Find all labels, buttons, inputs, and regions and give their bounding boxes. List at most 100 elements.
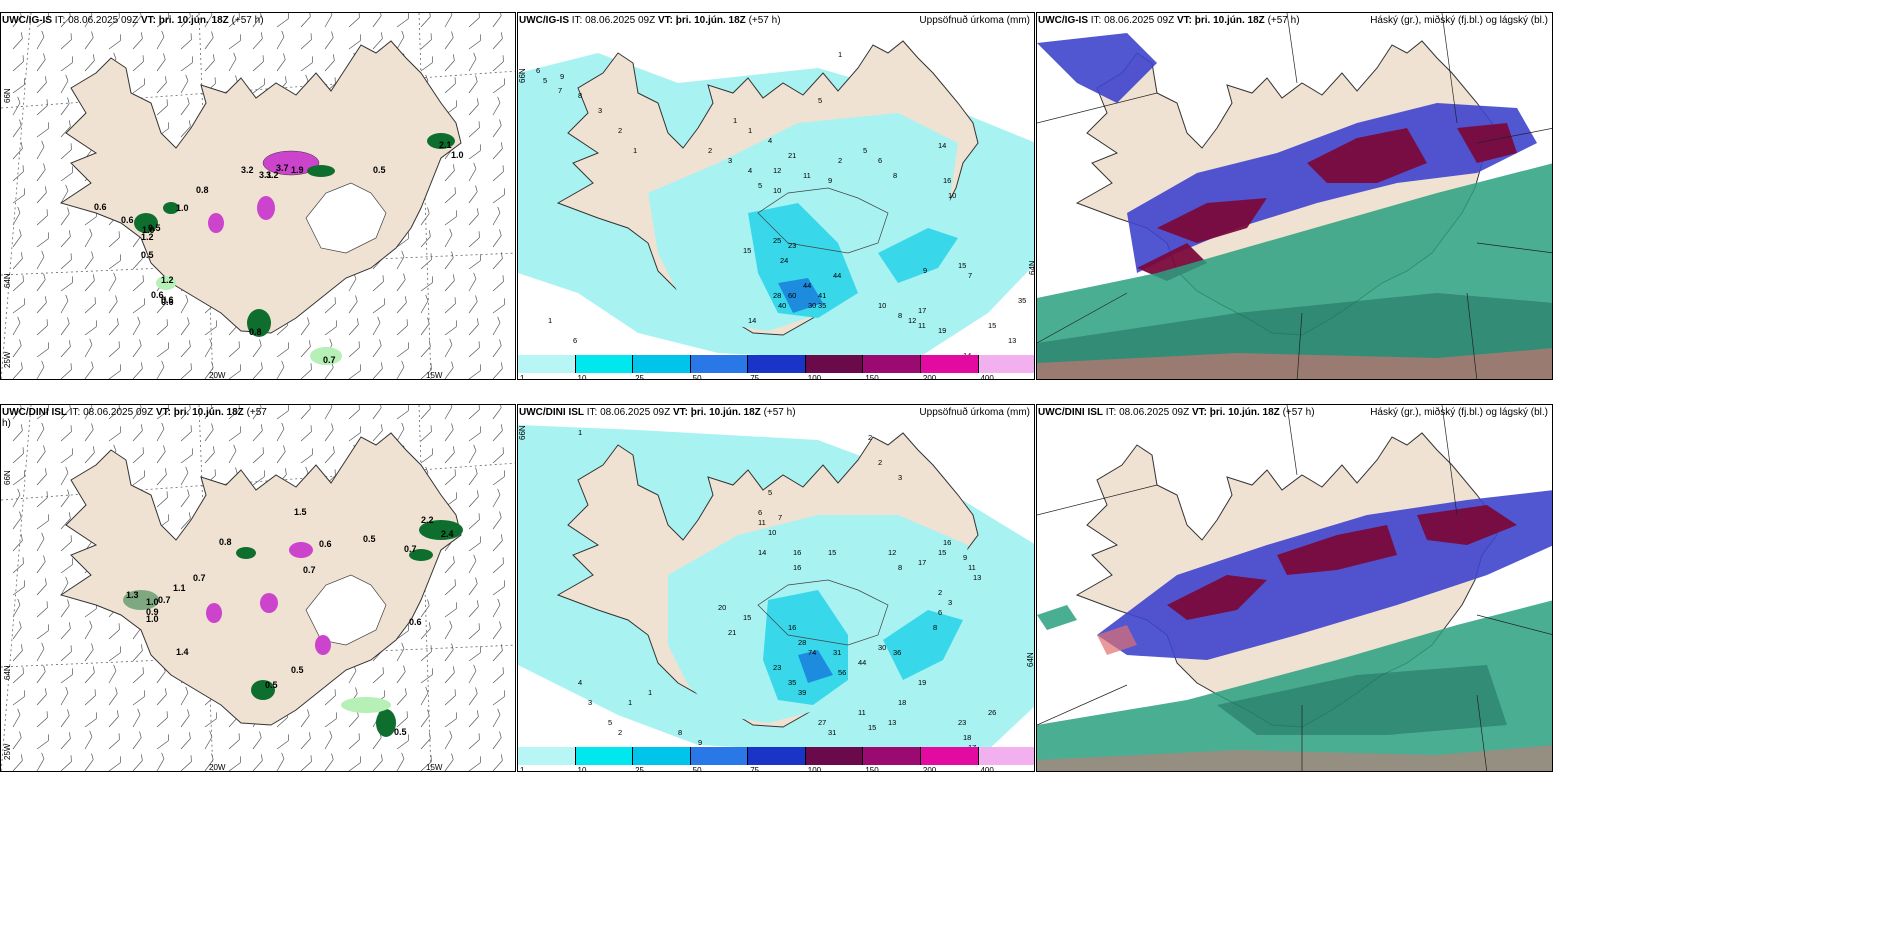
wind-barb [444,689,456,706]
wind-barb [228,341,240,358]
wind-barb [204,54,215,72]
value-label: 35 [818,301,826,310]
wind-barb [444,469,456,486]
value-label: 23 [958,718,966,727]
value-label: 0.9 [146,607,159,617]
wind-barb [372,339,382,358]
wind-barb [444,712,457,728]
wind-barb [12,731,22,750]
wind-barb [36,186,47,204]
value-label: 1 [578,428,582,437]
colorbar-swatch [805,355,864,373]
wind-barb [36,514,49,530]
value-label: 8 [578,91,582,100]
wind-barb [60,184,69,204]
wind-barb [492,424,503,442]
value-label: 3.1 [259,170,272,180]
wind-barb [324,13,333,28]
wind-barb [444,228,453,248]
colorbar-swatch [748,355,806,373]
value-label: 11 [758,518,766,527]
wind-barb [492,644,503,662]
wind-barb [396,13,409,28]
value-label: 8 [933,623,937,632]
wind-barb [60,405,71,420]
wind-barb [132,667,144,684]
wind-barb [12,119,22,138]
wind-barb [12,598,21,618]
wind-barb [36,140,45,160]
wind-barb [36,532,45,552]
wind-barb [468,710,479,728]
wind-barb [132,78,145,94]
wind-barb [156,752,165,771]
wind-barb [468,364,481,379]
value-label: 0.8 [196,185,209,195]
wind-barb [84,13,93,28]
wind-barb [132,731,142,750]
wind-barb [420,645,432,662]
wind-barb [396,30,405,50]
value-label: 17 [918,306,926,315]
wind-barb [492,534,503,552]
value-label: 31 [828,728,836,737]
wind-barb [444,602,457,618]
wind-barb [12,165,24,182]
colorbar-label: 400 [980,766,994,772]
wind-barb [492,405,502,420]
wind-barb [36,250,45,270]
wind-barb [420,317,430,336]
wind-barb [12,55,24,72]
wind-barb [36,99,48,116]
value-label: 5 [818,96,822,105]
wind-barb [60,558,73,574]
value-label: 23 [788,241,796,250]
wind-barb [276,405,289,420]
value-label: 44 [833,271,841,280]
wind-barb [132,275,144,292]
value-label: 0.8 [219,537,232,547]
wind-barb [444,320,457,336]
wind-barb [132,13,142,28]
wind-barb [444,446,455,464]
value-label: 35 [788,678,796,687]
colorbar-swatch [690,747,749,765]
wind-barb [420,686,429,706]
wind-barb [60,668,73,684]
colorbar-label: 100 [807,374,822,380]
value-label: 3 [948,598,952,607]
wind-barb [324,730,333,750]
wind-barb [252,731,262,750]
wind-barb [396,688,407,706]
wind-barb [12,511,22,530]
value-label: 15 [743,246,751,255]
wind-barb [372,754,383,771]
wind-barb [300,33,312,50]
precip-blobs [123,520,463,737]
iceland-land [59,432,462,726]
colorbar-swatch [518,747,576,765]
value-label: 11 [968,563,976,572]
value-label: 28 [773,291,781,300]
wind-barb [228,444,237,464]
wind-barb [492,142,503,160]
value-label: 8 [893,171,897,180]
value-label: 1.0 [451,150,464,160]
wind-barb [468,98,479,116]
wind-barb [180,512,191,530]
wind-barb [204,320,217,336]
value-label: 0.7 [323,355,336,365]
wind-barb [372,667,384,684]
wind-barb [444,77,456,94]
wind-barb [444,31,454,50]
wind-barb [84,274,95,292]
value-label: 14 [938,141,946,150]
colorbar-label: 1 [520,766,525,772]
wind-barb [324,712,337,728]
wind-barb [36,624,49,640]
colorbar [518,355,1034,373]
wind-barb [36,711,48,728]
wind-barb [492,32,503,50]
colorbar-label: 50 [692,766,702,772]
value-label: 44 [858,658,866,667]
